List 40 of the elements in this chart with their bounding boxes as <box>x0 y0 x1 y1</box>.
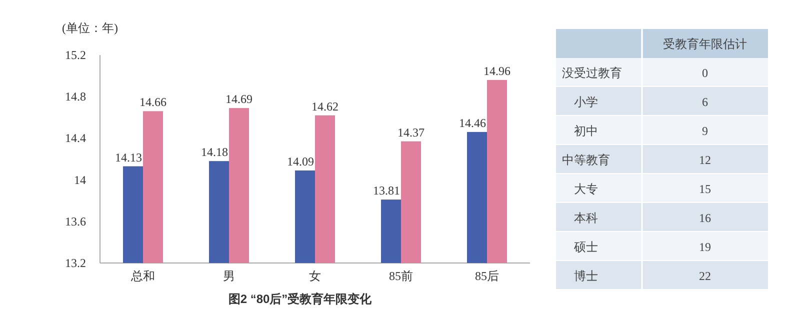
category-label: 初中 <box>574 124 598 138</box>
data-label: 0 <box>702 66 708 80</box>
data-label: 14.37 <box>398 125 424 140</box>
y-tick-label: 13.2 <box>65 256 86 270</box>
category-label: 小学 <box>574 95 598 109</box>
category-label: 中等教育 <box>562 153 610 167</box>
category-label: 硕士 <box>573 240 598 254</box>
data-label: 22 <box>699 269 711 283</box>
x-tick-label: 85前 <box>389 269 413 283</box>
data-label: 12 <box>699 153 711 167</box>
data-label: 14.18 <box>201 145 228 160</box>
data-label: 14.09 <box>287 154 314 168</box>
data-label: 14.69 <box>226 92 252 106</box>
text: 受教育年限估计 <box>663 37 747 51</box>
category-label: 博士 <box>574 269 598 283</box>
category-label: 大专 <box>574 182 598 196</box>
data-label: 6 <box>702 95 708 109</box>
y-tick-label: 14 <box>74 172 86 187</box>
data-label: 14.96 <box>484 64 510 78</box>
data-label: 14.13 <box>115 150 142 164</box>
y-tick-label: 14.4 <box>65 131 86 146</box>
data-label: 13.81 <box>373 184 400 198</box>
data-label: 19 <box>699 240 711 254</box>
text: 图2 “80后”受教育年限变化 <box>228 292 373 306</box>
y-axis-title: (单位：年) <box>62 21 118 35</box>
category-label: 没受过教育 <box>562 66 622 80</box>
x-tick-label: 85后 <box>475 269 499 283</box>
y-tick-label: 14.8 <box>65 90 86 104</box>
x-tick-label: 男 <box>223 269 235 283</box>
y-tick-label: 15.2 <box>65 48 86 62</box>
data-label: 9 <box>702 124 708 138</box>
category-label: 本科 <box>574 211 598 225</box>
x-tick-label: 女 <box>309 269 321 283</box>
data-label: 14.66 <box>140 95 166 110</box>
data-label: 15 <box>699 182 711 196</box>
x-tick-label: 总和 <box>130 269 155 283</box>
y-tick-label: 13.6 <box>65 214 86 228</box>
data-label: 14.62 <box>312 99 338 114</box>
data-label: 14.46 <box>459 116 486 130</box>
data-label: 16 <box>699 211 711 225</box>
